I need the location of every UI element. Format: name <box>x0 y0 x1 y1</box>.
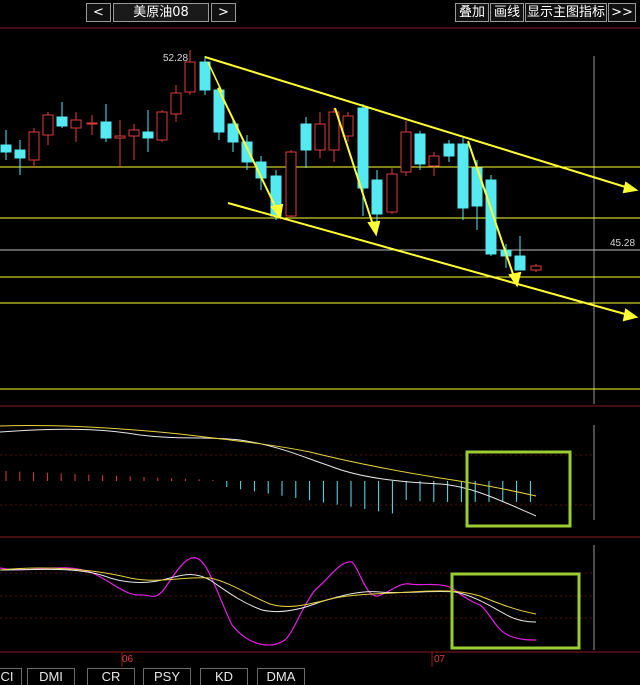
tab-cr[interactable]: CR <box>87 668 135 685</box>
trend-arrow <box>334 107 375 229</box>
candle-body <box>170 92 182 115</box>
kd-magenta-line <box>0 557 537 646</box>
kd-yellow-line <box>0 567 537 615</box>
candle-body <box>328 111 340 151</box>
symbol-title: 美原油08 <box>113 3 209 22</box>
lower-trendline <box>227 202 633 317</box>
date-label-07: 07 <box>434 654 446 665</box>
candle-body <box>457 143 469 209</box>
previous-symbol-button[interactable]: < <box>86 3 111 22</box>
candle-body <box>227 123 239 143</box>
candle-body <box>156 111 168 141</box>
candle-body <box>357 107 369 189</box>
candle-body <box>314 123 326 151</box>
high-price-label: 52.28 <box>163 53 188 64</box>
candle-body <box>199 61 211 91</box>
candle-body <box>184 61 196 93</box>
tab-kd[interactable]: KD <box>200 668 248 685</box>
candle-body <box>56 116 68 127</box>
upper-trendline-arrowhead <box>622 181 639 194</box>
candle-body <box>42 114 54 136</box>
lower-trendline-arrowhead <box>622 308 639 322</box>
candle-body <box>70 119 82 129</box>
candle-body <box>414 133 426 165</box>
candle-body <box>400 131 412 173</box>
candles <box>0 50 542 272</box>
tab-psy[interactable]: PSY <box>143 668 191 685</box>
kd-white-line <box>0 568 537 623</box>
macd-histogram <box>5 471 531 514</box>
candle-body <box>471 167 483 207</box>
candle-body <box>100 121 112 139</box>
trend-arrow-head <box>270 203 284 220</box>
show-main-indicator-button[interactable]: 显示主图指标 <box>525 3 607 22</box>
candle-body <box>530 265 542 271</box>
candle-body <box>285 151 297 217</box>
candle-body <box>241 141 253 163</box>
indicator-highlight-box <box>465 450 572 528</box>
candle-body <box>114 135 126 139</box>
tab-ci[interactable]: CI <box>0 668 22 685</box>
candle-body <box>14 149 26 159</box>
trend-arrow-head <box>508 271 522 288</box>
more-button[interactable]: >> <box>608 3 636 22</box>
candle-body <box>28 131 40 161</box>
indicator-yellow-line <box>0 424 537 497</box>
trend-arrow-head <box>367 220 381 237</box>
candle-body <box>342 115 354 137</box>
indicator-tabs: CI DMI CR PSY KD DMA <box>0 668 640 685</box>
candle-body <box>386 173 398 213</box>
next-symbol-button[interactable]: > <box>211 3 236 22</box>
candlestick-chart[interactable]: 52.28 45.28 06 07 <box>0 26 640 668</box>
candle-body <box>371 179 383 215</box>
overlay-button[interactable]: 叠加 <box>455 3 489 22</box>
trend-arrow <box>207 61 223 93</box>
chart-toolbar: < 美原油08 > 叠加 画线 显示主图指标 >> <box>0 0 640 26</box>
candle-body <box>128 129 140 137</box>
candle-body <box>428 155 440 167</box>
candle-body <box>443 143 455 157</box>
trend-channel[interactable] <box>204 56 639 322</box>
upper-trendline <box>204 56 633 190</box>
candle-body <box>300 123 312 151</box>
trend-arrow <box>467 140 516 281</box>
tab-dmi[interactable]: DMI <box>27 668 75 685</box>
indicator-white-line <box>0 428 537 517</box>
indicator-highlight-box <box>450 572 581 650</box>
candle-body <box>514 255 526 271</box>
right-price-label: 45.28 <box>610 238 635 249</box>
date-label-06: 06 <box>122 654 134 665</box>
candle-body <box>142 131 154 139</box>
draw-line-button[interactable]: 画线 <box>490 3 524 22</box>
candle-body <box>485 179 497 255</box>
candle-body <box>86 122 98 125</box>
candle-body <box>0 144 12 153</box>
trend-arrow <box>217 87 279 213</box>
tab-dma[interactable]: DMA <box>257 668 305 685</box>
